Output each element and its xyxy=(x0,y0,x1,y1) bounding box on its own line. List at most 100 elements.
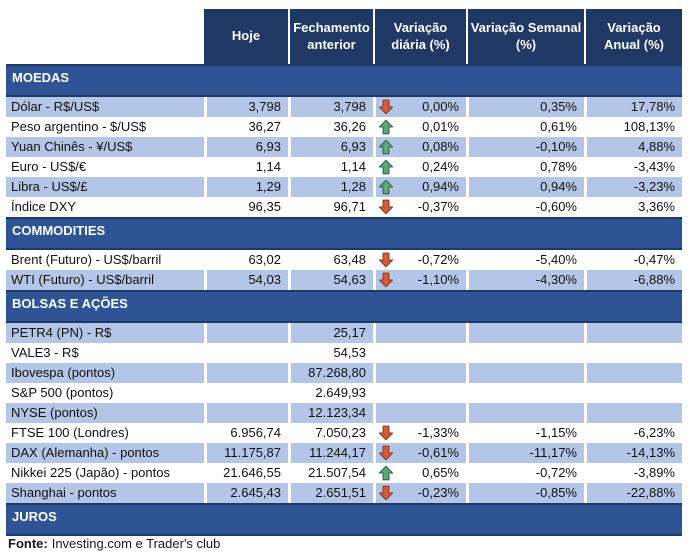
cell-daily-change xyxy=(373,403,466,423)
table-row: VALE3 - R$ 54,53 xyxy=(6,343,682,363)
cell-instrument-label-text: Yuan Chinês - ¥/US$ xyxy=(11,139,133,154)
cell-daily-change: -0,23% xyxy=(373,483,466,503)
cell-instrument-label-text: Shanghai - pontos xyxy=(11,485,117,500)
up-arrow-icon xyxy=(378,465,394,481)
cell-weekly-change: 0,78% xyxy=(466,157,584,177)
table-row: Yuan Chinês - ¥/US$ 6,93 6,93 0,08% -0,10% 4,… xyxy=(6,137,682,157)
cell-instrument-label: Nikkei 225 (Japão) - pontos xyxy=(6,463,204,483)
cell-annual-change-text: -0,47% xyxy=(633,252,675,267)
section-header-bolsas-e-ações: BOLSAS E AÇÕES xyxy=(6,290,682,323)
column-header-variacao-anual: Variação Anual (%) xyxy=(584,9,682,64)
cell-annual-change: -6,88% xyxy=(584,270,682,290)
cell-today-value xyxy=(204,383,288,403)
cell-instrument-label: VALE3 - R$ xyxy=(6,343,204,363)
cell-daily-change: 0,01% xyxy=(373,117,466,137)
cell-weekly-change-text: -0,72% xyxy=(535,465,577,480)
cell-instrument-label-text: Índice DXY xyxy=(11,199,77,214)
cell-instrument-label: DAX (Alemanha) - pontos xyxy=(6,443,204,463)
cell-annual-change-text: -6,23% xyxy=(633,425,675,440)
cell-today-value: 6,93 xyxy=(204,137,288,157)
cell-annual-change-text: 108,13% xyxy=(623,119,675,134)
cell-prev-close-value: 63,48 xyxy=(288,250,373,270)
cell-prev-close-value-text: 1,28 xyxy=(340,179,366,194)
column-header-row: Hoje Fechamento anterior Variação diária… xyxy=(6,9,682,64)
cell-annual-change xyxy=(584,343,682,363)
cell-instrument-label: Yuan Chinês - ¥/US$ xyxy=(6,137,204,157)
cell-prev-close-value: 12.123,34 xyxy=(288,403,373,423)
cell-instrument-label-text: S&P 500 (pontos) xyxy=(11,385,114,400)
cell-daily-change xyxy=(373,383,466,403)
cell-prev-close-value-text: 36,26 xyxy=(333,119,366,134)
header-spacer-cell xyxy=(6,9,204,64)
cell-today-value xyxy=(204,343,288,363)
cell-prev-close-value-text: 96,71 xyxy=(333,199,366,214)
cell-daily-change: 0,08% xyxy=(373,137,466,157)
cell-prev-close-value-text: 11.244,17 xyxy=(309,445,366,460)
cell-instrument-label: NYSE (pontos) xyxy=(6,403,204,423)
cell-annual-change-text: -14,13% xyxy=(626,445,675,460)
up-arrow-icon xyxy=(378,139,394,155)
cell-weekly-change: -0,10% xyxy=(466,137,584,157)
cell-annual-change xyxy=(584,323,682,343)
cell-annual-change-text: -3,23% xyxy=(633,179,675,194)
cell-instrument-label: Libra - US$/£ xyxy=(6,177,204,197)
cell-annual-change: -3,43% xyxy=(584,157,682,177)
cell-prev-close-value: 1,14 xyxy=(288,157,373,177)
cell-weekly-change-text: -5,40% xyxy=(535,252,577,267)
cell-weekly-change-text: 0,78% xyxy=(540,159,577,174)
source-text: Investing.com e Trader's club xyxy=(51,536,221,551)
cell-today-value-text: 1,14 xyxy=(255,159,281,174)
cell-instrument-label: PETR4 (PN) - R$ xyxy=(6,323,204,343)
cell-daily-change xyxy=(373,363,466,383)
source-note: Fonte: Investing.com e Trader's club xyxy=(8,536,220,551)
down-arrow-icon xyxy=(378,485,394,501)
cell-instrument-label: WTI (Futuro) - US$/barril xyxy=(6,270,204,290)
cell-prev-close-value-text: 87.268,80 xyxy=(308,365,366,380)
cell-prev-close-value-text: 63,48 xyxy=(333,252,366,267)
cell-daily-change-text: -1,33% xyxy=(417,425,459,440)
cell-daily-change: -0,72% xyxy=(373,250,466,270)
cell-instrument-label-text: Dólar - R$/US$ xyxy=(11,99,100,114)
table-row: S&P 500 (pontos) 2.649,93 xyxy=(6,383,682,403)
cell-instrument-label-text: Ibovespa (pontos) xyxy=(11,365,116,380)
cell-weekly-change-text: -4,30% xyxy=(535,272,577,287)
down-arrow-icon xyxy=(378,252,394,268)
section-header-moedas: MOEDAS xyxy=(6,64,682,97)
cell-daily-change-text: 0,24% xyxy=(422,159,459,174)
cell-prev-close-value: 11.244,17 xyxy=(288,443,373,463)
cell-prev-close-value: 36,26 xyxy=(288,117,373,137)
cell-annual-change: 3,36% xyxy=(584,197,682,217)
cell-prev-close-value: 54,63 xyxy=(288,270,373,290)
cell-today-value-text: 6,93 xyxy=(255,139,281,154)
table-row: Euro - US$/€ 1,14 1,14 0,24% 0,78% -3,43% xyxy=(6,157,682,177)
cell-today-value: 1,14 xyxy=(204,157,288,177)
cell-annual-change xyxy=(584,363,682,383)
down-arrow-icon xyxy=(378,425,394,441)
cell-today-value-text: 2.645,43 xyxy=(230,485,281,500)
cell-daily-change: 0,65% xyxy=(373,463,466,483)
cell-annual-change xyxy=(584,383,682,403)
cell-instrument-label-text: DAX (Alemanha) - pontos xyxy=(11,445,160,460)
cell-prev-close-value: 54,53 xyxy=(288,343,373,363)
cell-instrument-label-text: PETR4 (PN) - R$ xyxy=(11,325,112,340)
cell-instrument-label: Euro - US$/€ xyxy=(6,157,204,177)
cell-instrument-label-text: Peso argentino - $/US$ xyxy=(11,119,147,134)
cell-prev-close-value: 6,93 xyxy=(288,137,373,157)
cell-today-value xyxy=(204,363,288,383)
table-body: MOEDAS Dólar - R$/US$ 3,798 3,798 0,00% 0,35%… xyxy=(6,64,682,536)
cell-weekly-change-text: 0,61% xyxy=(540,119,577,134)
table-row: Ibovespa (pontos) 87.268,80 xyxy=(6,363,682,383)
cell-today-value: 96,35 xyxy=(204,197,288,217)
cell-today-value-text: 11.175,87 xyxy=(224,445,281,460)
cell-today-value xyxy=(204,403,288,423)
cell-instrument-label: Shanghai - pontos xyxy=(6,483,204,503)
cell-daily-change: 0,94% xyxy=(373,177,466,197)
cell-today-value: 21.646,55 xyxy=(204,463,288,483)
up-arrow-icon xyxy=(378,179,394,195)
cell-weekly-change-text: -0,85% xyxy=(535,485,577,500)
cell-instrument-label-text: VALE3 - R$ xyxy=(11,345,79,360)
cell-weekly-change-text: -11,17% xyxy=(529,445,577,460)
cell-instrument-label: S&P 500 (pontos) xyxy=(6,383,204,403)
cell-today-value: 11.175,87 xyxy=(204,443,288,463)
cell-prev-close-value: 2.651,51 xyxy=(288,483,373,503)
